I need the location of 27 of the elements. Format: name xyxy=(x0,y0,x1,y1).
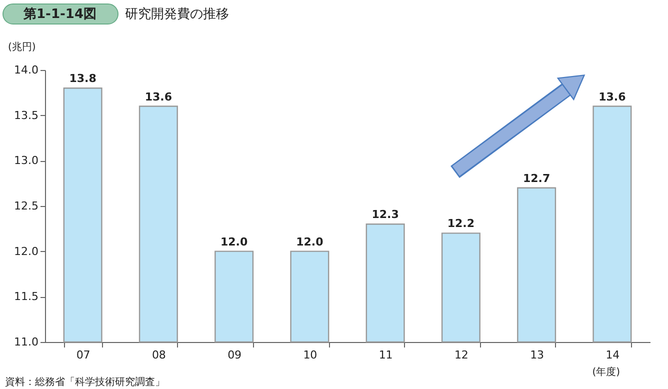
x-tick-label: 07 xyxy=(76,348,90,362)
x-tick-label: 12 xyxy=(454,348,468,362)
chart-title: 第1-1-14図 xyxy=(22,7,96,22)
y-tick-label: 12.5 xyxy=(14,200,38,212)
data-label: 13.6 xyxy=(598,90,626,104)
x-tick-label: 09 xyxy=(228,348,242,362)
y-tick-label: 13.0 xyxy=(14,154,38,168)
x-tick-label: 13 xyxy=(530,348,544,362)
data-label: 12.0 xyxy=(220,235,248,248)
data-label: 12.2 xyxy=(447,217,475,230)
y-tick-label: 14.0 xyxy=(14,64,38,76)
x-tick-label: 08 xyxy=(152,348,166,362)
y-tick-label: 12.0 xyxy=(14,244,38,258)
x-tick-label: 10 xyxy=(303,348,318,362)
y-tick-label: 13.5 xyxy=(14,108,38,122)
data-label: 13.6 xyxy=(144,90,172,104)
data-label: 12.3 xyxy=(372,208,399,222)
data-label: 12.0 xyxy=(296,235,324,248)
y-axis-title: (兆円) xyxy=(8,41,36,53)
x-tick-label: 11 xyxy=(378,348,393,362)
y-tick-label: 11.0 xyxy=(14,336,38,348)
x-tick-label: 14 xyxy=(606,348,620,362)
x-axis-title: (年度) xyxy=(592,366,620,378)
text: 資料：総務省「科学技術研究調査」 xyxy=(5,376,165,388)
data-label: 13.8 xyxy=(69,72,96,86)
y-tick-label: 11.5 xyxy=(14,290,38,304)
chart-subtitle: 研究開発費の推移 xyxy=(125,7,229,22)
